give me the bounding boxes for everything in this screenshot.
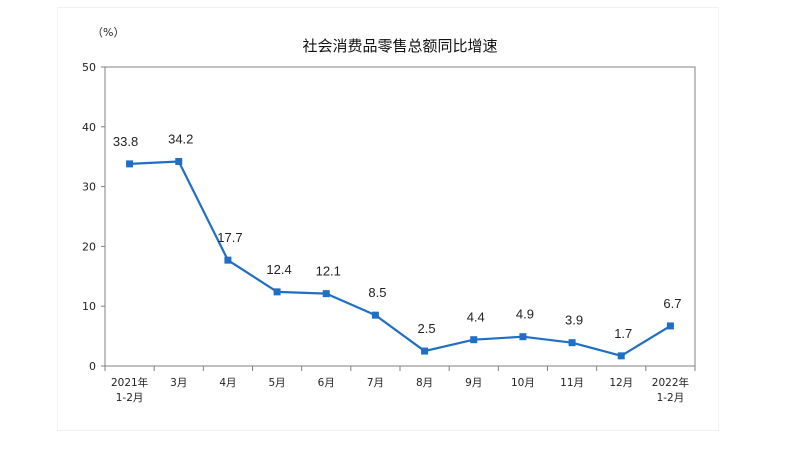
x-tick-label-line: 6月 <box>318 377 335 389</box>
data-point-marker <box>568 339 576 347</box>
data-label: 33.8 <box>113 134 138 149</box>
data-point-marker <box>371 311 379 319</box>
x-tick-label: 11月 <box>560 377 584 389</box>
y-tick-label: 50 <box>82 61 96 74</box>
x-tick-label: 7月 <box>367 377 384 389</box>
x-tick-label: 10月 <box>511 377 535 389</box>
data-label: 4.9 <box>516 307 534 322</box>
x-tick-label-line: 4月 <box>219 377 236 389</box>
data-label: 6.7 <box>663 296 681 311</box>
x-tick-label: 12月 <box>609 377 633 389</box>
data-label: 34.2 <box>168 131 193 146</box>
x-tick-label-line: 10月 <box>511 377 535 389</box>
x-tick-label-line: 7月 <box>367 377 384 389</box>
y-tick-label: 20 <box>82 240 96 253</box>
y-axis-unit-label: （%） <box>92 26 124 39</box>
x-tick-label: 2021年 1-2月 <box>111 376 148 404</box>
chart-panel <box>58 8 718 430</box>
x-tick-label: 3月 <box>170 377 187 389</box>
data-point-marker <box>421 347 429 355</box>
x-tick-label: 9月 <box>465 377 482 389</box>
data-label: 12.4 <box>266 262 291 277</box>
y-tick-label: 0 <box>89 360 96 373</box>
y-tick-label: 30 <box>82 181 96 194</box>
data-point-marker <box>519 333 527 341</box>
x-tick-label-line: 12月 <box>609 377 633 389</box>
data-point-marker <box>470 336 478 344</box>
data-point-marker <box>175 157 183 165</box>
x-tick-label: 6月 <box>318 377 335 389</box>
x-tick-label-line: 2022年 <box>652 376 689 389</box>
data-label: 12.1 <box>316 264 341 279</box>
plot-frame <box>104 66 696 367</box>
data-point-marker <box>617 352 625 360</box>
x-tick-label-line: 3月 <box>170 377 187 389</box>
x-tick-label-line: 8月 <box>416 377 433 389</box>
data-point-marker <box>322 290 330 298</box>
x-tick-label-line: 1-2月 <box>657 392 685 404</box>
data-point-marker <box>273 288 281 296</box>
data-point-marker <box>126 160 134 168</box>
data-labels: 33.8 34.2 17.7 12.4 12.1 8.5 2.5 4.4 4.9 3.9 1.7 6.… <box>113 131 682 340</box>
y-tick-label: 40 <box>82 121 96 134</box>
series-path <box>129 160 671 357</box>
data-label: 2.5 <box>418 321 436 336</box>
chart-title: 社会消费品零售总额同比增速 <box>302 37 497 55</box>
x-tick-label-line: 9月 <box>465 377 482 389</box>
data-point-marker <box>224 256 232 264</box>
x-tick-label: 4月 <box>219 377 236 389</box>
data-label: 8.5 <box>368 285 386 300</box>
x-tick-label-line: 1-2月 <box>116 392 144 404</box>
x-tick-label-line: 5月 <box>268 377 285 389</box>
data-point-marker <box>666 322 674 330</box>
data-label: 1.7 <box>614 326 632 341</box>
x-tick-label: 5月 <box>268 377 285 389</box>
series-line <box>126 157 674 360</box>
x-tick-label: 2022年 1-2月 <box>652 376 689 404</box>
data-label: 17.7 <box>217 230 242 245</box>
y-tick-label: 10 <box>82 300 96 313</box>
axes: 0 10 20 30 40 50 2021年 1-2月 3月 4月 5月 6月 7月 8月 9月 10月 11月… <box>82 61 696 404</box>
x-tick-label-line: 2021年 <box>111 376 148 389</box>
x-tick-label-line: 11月 <box>560 377 584 389</box>
x-tick-label: 8月 <box>416 377 433 389</box>
data-label: 4.4 <box>467 310 485 325</box>
data-label: 3.9 <box>565 313 583 328</box>
